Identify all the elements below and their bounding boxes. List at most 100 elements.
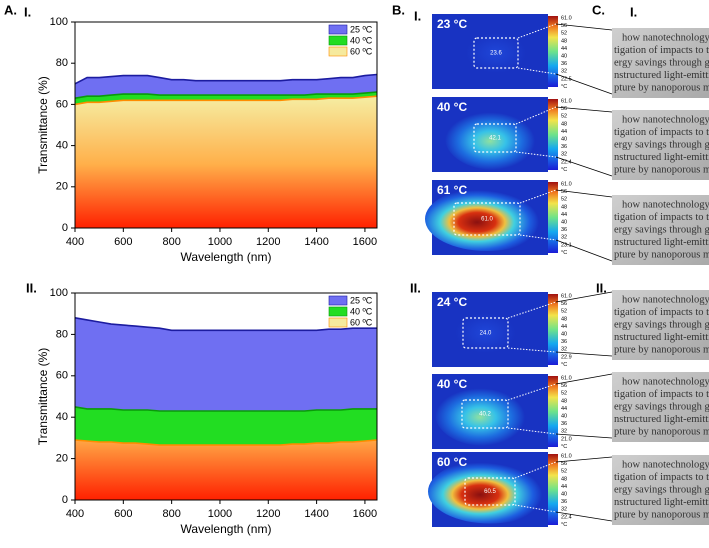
legend-label: 25 ºC: [350, 24, 373, 34]
colorbar-label: 56: [561, 23, 567, 29]
photo: [612, 28, 709, 98]
colorbar-label: 36: [561, 144, 567, 150]
photo-text-line: how nanotechnology helps: [622, 32, 709, 43]
x-tick-label: 400: [66, 236, 84, 248]
photo-text-line: ergy savings through green: [614, 401, 709, 412]
x-tick-label: 1600: [353, 508, 377, 520]
y-tick-label: 0: [62, 494, 68, 506]
colorbar: [548, 16, 558, 87]
colorbar-label: 52: [561, 114, 567, 120]
colorbar-label: °C: [561, 167, 567, 173]
connector: [515, 106, 557, 125]
connector: [514, 461, 557, 479]
legend-label: 60 ºC: [350, 46, 373, 56]
photo-text-line: nstructured light-emitting: [614, 237, 709, 248]
photo-text-line: ergy savings through green: [614, 224, 709, 235]
plot-frame: [74, 292, 378, 501]
colorbar-label: 61.0: [561, 453, 572, 459]
center-value: 42.1: [489, 136, 501, 142]
line: [74, 317, 377, 332]
colorbar-label: 48: [561, 38, 567, 44]
x-tick-label: 1400: [304, 236, 328, 248]
connector: [555, 189, 613, 198]
colorbar-label: 56: [561, 301, 567, 307]
x-tick-label: 1000: [208, 236, 232, 248]
panel-label: C.: [592, 2, 605, 17]
x-tick-label: 1200: [256, 236, 280, 248]
photo-text-line: pture by nanoporous mate: [614, 426, 709, 437]
connector: [555, 156, 613, 177]
colorbar-label: 36: [561, 227, 567, 233]
photo: [612, 290, 709, 360]
panel-label: I.: [630, 4, 637, 19]
colorbar-label: 22.9: [561, 354, 572, 360]
legend-swatch: [328, 46, 348, 57]
colorbar-label: 32: [561, 507, 567, 513]
panel-label: A.: [4, 2, 17, 17]
connector: [517, 67, 557, 75]
center-value: 40.2: [479, 412, 491, 418]
colorbar-label: 40: [561, 53, 567, 59]
x-tick-label: 1400: [304, 508, 328, 520]
colorbar-label: 52: [561, 197, 567, 203]
photo-text-line: pture by nanoporous mate: [614, 344, 709, 355]
y-tick-label: 40: [56, 411, 68, 423]
photo-text-line: nstructured light-emitting: [614, 152, 709, 163]
center-value: 61.0: [481, 217, 493, 223]
panel-label: I.: [414, 8, 421, 23]
y-tick-label: 60: [56, 98, 68, 110]
photo-text-line: how nanotechnology helps: [622, 114, 709, 125]
y-tick-label: 40: [56, 140, 68, 152]
connector: [555, 456, 613, 463]
connector: [507, 301, 557, 319]
y-axis-label: Transmittance (%): [36, 76, 50, 174]
colorbar-label: 61.0: [561, 15, 572, 21]
line: [74, 73, 378, 85]
photo-text-line: tigation of impacts to the envi: [614, 45, 709, 56]
photo-text-line: tigation of impacts to the envi: [614, 472, 709, 483]
y-tick-label: 80: [56, 328, 68, 340]
connector: [514, 504, 557, 513]
colorbar-label: 44: [561, 406, 567, 412]
colorbar-label: 22.5: [561, 76, 572, 82]
hot-spot: [455, 313, 516, 353]
center-value: 24.0: [480, 331, 492, 337]
photo-text-line: how nanotechnology helps: [622, 376, 709, 387]
line: [74, 95, 378, 106]
colorbar-label: °C: [561, 522, 567, 528]
colorbar-label: 61.0: [561, 293, 572, 299]
legend-swatch: [328, 306, 348, 317]
panel-label: B.: [392, 2, 405, 17]
photo-text-line: how nanotechnology helps: [622, 459, 709, 470]
colorbar-label: 22.4: [561, 159, 572, 165]
colorbar-label: 48: [561, 204, 567, 210]
photo-text: how nanotechnology helps tigation of impa…: [614, 294, 709, 355]
colorbar-label: °C: [561, 444, 567, 450]
panel-label: II.: [26, 280, 37, 295]
connector: [555, 106, 613, 113]
colorbar-label: 36: [561, 499, 567, 505]
connector: [517, 23, 557, 39]
x-tick-label: 1200: [256, 508, 280, 520]
colorbar-label: 40: [561, 413, 567, 419]
legend-swatch: [328, 35, 348, 46]
photo-text-line: how nanotechnology helps: [622, 294, 709, 305]
colorbar-label: 40: [561, 331, 567, 337]
x-tick-label: 600: [114, 236, 132, 248]
legend-label: 40 ºC: [350, 306, 373, 316]
photo-text-line: pture by nanoporous mate: [614, 249, 709, 260]
x-tick-label: 1600: [353, 236, 377, 248]
colorbar-label: 48: [561, 398, 567, 404]
colorbar-label: 40: [561, 219, 567, 225]
colorbar-label: 44: [561, 324, 567, 330]
x-tick-label: 800: [162, 236, 180, 248]
colorbar-label: 32: [561, 347, 567, 353]
panel-label: II.: [410, 280, 421, 295]
x-tick-label: 1000: [208, 508, 232, 520]
hot-spot: [466, 33, 526, 73]
connector: [555, 511, 613, 522]
temperature-label: 24 °C: [437, 295, 467, 309]
photo-text-line: tigation of impacts to the envi: [614, 212, 709, 223]
photo: [612, 372, 709, 442]
photo-text-line: pture by nanoporous mate: [614, 82, 709, 93]
